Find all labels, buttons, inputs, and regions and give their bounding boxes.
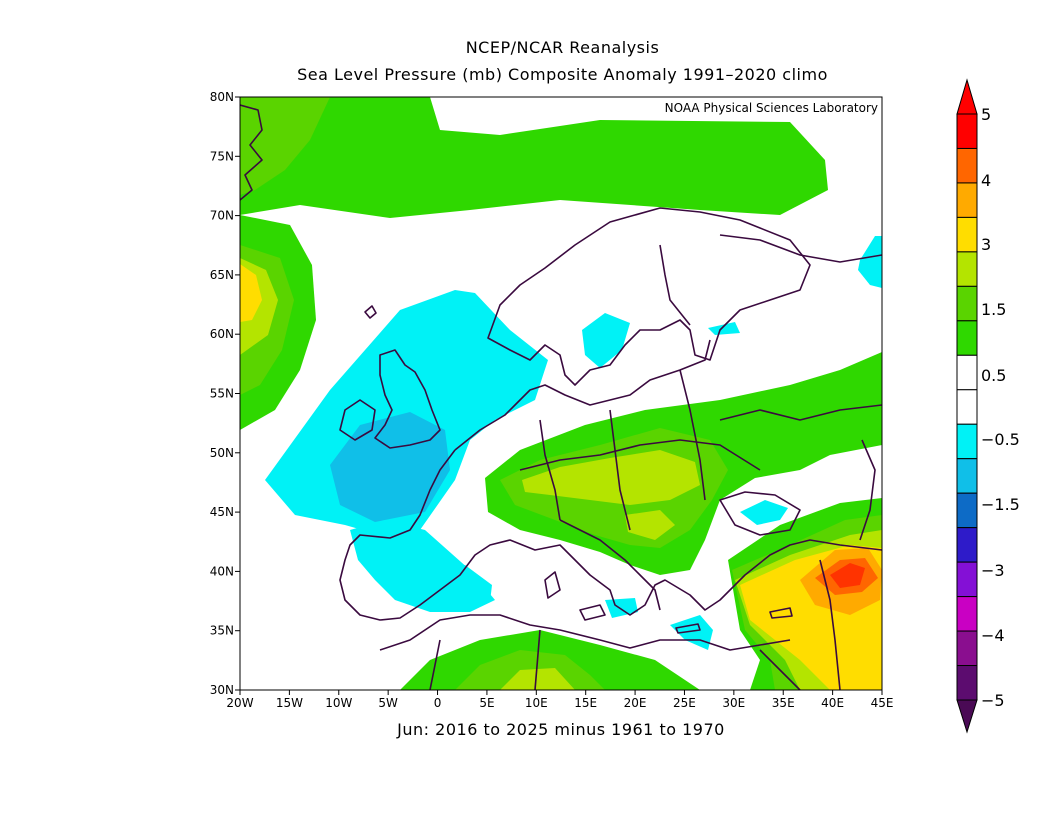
- lat-tick-label: 45N: [210, 505, 234, 519]
- colorbar-swatch: [956, 561, 978, 598]
- lon-tick-label: 25E: [673, 696, 696, 710]
- contour-central-yellowgreen: [522, 450, 700, 505]
- colorbar-label: −4: [981, 626, 1005, 645]
- contour-africa-yellowgreen: [500, 668, 575, 690]
- colorbar-swatch: [956, 492, 978, 529]
- colorbar-swatch: [956, 596, 978, 632]
- lon-tick-label: 5W: [378, 696, 398, 710]
- lat-tick-label: 70N: [210, 209, 234, 223]
- lon-tick-label: 15E: [574, 696, 597, 710]
- lon-tick-label: 15W: [276, 696, 303, 710]
- colorbar-swatch: [956, 320, 978, 356]
- credit-label: NOAA Physical Sciences Laboratory: [665, 101, 878, 115]
- colorbar-label: 1.5: [981, 300, 1006, 319]
- period-caption: Jun: 2016 to 2025 minus 1961 to 1970: [397, 720, 725, 739]
- contour-ionian-cyan: [605, 598, 638, 618]
- colorbar-swatch: [956, 458, 978, 494]
- lon-tick-label: 30E: [722, 696, 745, 710]
- colorbar-swatch: [956, 665, 978, 701]
- lon-tick-label: 0: [434, 696, 442, 710]
- lat-tick-label: 80N: [210, 90, 234, 104]
- lat-tick-label: 35N: [210, 624, 234, 638]
- colorbar-label: −0.5: [981, 430, 1020, 449]
- lon-tick-label: 10E: [525, 696, 548, 710]
- colorbar-label: −5: [981, 691, 1005, 710]
- contour-pannonia-yellowgreen: [625, 510, 675, 540]
- lon-tick-label: 20E: [624, 696, 647, 710]
- colorbar-label: 0.5: [981, 366, 1006, 385]
- colorbar-swatch: [956, 354, 978, 391]
- contour-blacksea-cyan: [740, 500, 788, 525]
- chart-subtitle: Sea Level Pressure (mb) Composite Anomal…: [297, 65, 828, 84]
- lat-tick-label: 60N: [210, 327, 234, 341]
- lat-tick-label: 55N: [210, 387, 234, 401]
- colorbar-swatch: [956, 423, 978, 460]
- lat-tick-label: 75N: [210, 149, 234, 163]
- longitude-axis: 20W 15W 10W 5W 0 5E 10E 15E 20E 25E 30E 35E 40E 45E: [226, 690, 893, 710]
- lon-tick-label: 45E: [871, 696, 894, 710]
- contour-biscay-blue: [330, 412, 450, 522]
- colorbar-swatch: [956, 389, 978, 425]
- colorbar-swatch: [956, 216, 978, 253]
- contour-greenland-lime: [240, 97, 330, 195]
- lat-tick-label: 50N: [210, 446, 234, 460]
- lat-tick-label: 40N: [210, 564, 234, 578]
- lat-tick-label: 30N: [210, 683, 234, 697]
- chart-title: NCEP/NCAR Reanalysis: [465, 38, 660, 57]
- colorbar-swatch: [956, 147, 978, 184]
- contour-arctic-green: [240, 97, 828, 218]
- lon-tick-label: 10W: [325, 696, 352, 710]
- contour-west-yellow: [240, 264, 262, 322]
- colorbar-label: −3: [981, 561, 1005, 580]
- lon-tick-label: 35E: [772, 696, 795, 710]
- contour-caucasus-red: [830, 563, 865, 588]
- colorbar-label: −1.5: [981, 495, 1020, 514]
- colorbar-swatch: [956, 251, 978, 287]
- coastlines: [240, 104, 882, 690]
- lon-tick-label: 40E: [821, 696, 844, 710]
- credit-box: [604, 98, 881, 116]
- contour-finland-cyan: [708, 322, 740, 335]
- colorbar-arrow-bottom: [956, 699, 978, 734]
- contour-sweden-cyan: [582, 313, 630, 368]
- colorbar-label: 4: [981, 171, 991, 190]
- lon-tick-label: 5E: [479, 696, 494, 710]
- colorbar-arrow-top: [956, 78, 978, 115]
- colorbar-swatch: [956, 527, 978, 563]
- contour-kola-cyan: [858, 236, 882, 288]
- colorbar-swatch: [956, 113, 978, 149]
- lon-tick-label: 20W: [226, 696, 253, 710]
- lat-tick-label: 65N: [210, 268, 234, 282]
- contour-med-cyan: [430, 565, 492, 602]
- latitude-axis: 80N 75N 70N 65N 60N 55N 50N 45N 40N 35N 30N: [210, 90, 240, 697]
- anomaly-contours: [240, 97, 882, 690]
- colorbar-swatch: [956, 182, 978, 218]
- colorbar-label: 3: [981, 235, 991, 254]
- colorbar-label: 5: [981, 105, 991, 124]
- colorbar-swatch: [956, 630, 978, 667]
- colorbar-swatch: [956, 285, 978, 322]
- colorbar: 5 4 3 1.5 0.5 −0.5 −1.5 −3 −4 −5: [956, 78, 1020, 734]
